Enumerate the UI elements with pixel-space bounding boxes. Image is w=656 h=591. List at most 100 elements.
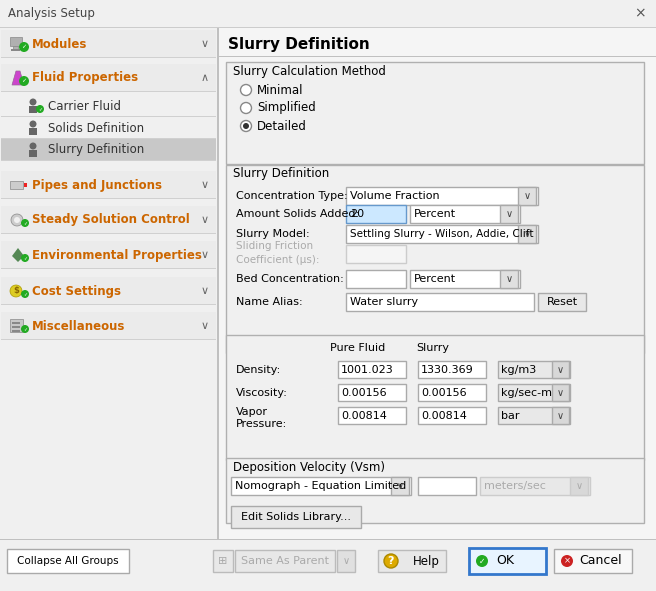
Bar — [29, 128, 37, 135]
Text: Amount Solids Added:: Amount Solids Added: — [236, 209, 359, 219]
Text: ∨: ∨ — [342, 556, 350, 566]
Text: ∨: ∨ — [505, 209, 512, 219]
Bar — [498, 361, 570, 378]
Bar — [1, 117, 216, 139]
Circle shape — [561, 555, 573, 567]
Bar — [10, 181, 23, 189]
Text: Collapse All Groups: Collapse All Groups — [17, 556, 119, 566]
Bar — [29, 106, 37, 113]
Text: ∨: ∨ — [556, 388, 564, 398]
Bar — [0, 539, 656, 540]
Bar — [13, 46, 18, 49]
Text: 0.00814: 0.00814 — [421, 411, 467, 421]
Text: Volume Fraction: Volume Fraction — [350, 191, 440, 201]
Bar — [1, 91, 216, 92]
Text: Slurry Definition: Slurry Definition — [228, 37, 370, 51]
Text: 0.00156: 0.00156 — [341, 388, 386, 398]
Text: ?: ? — [388, 556, 394, 566]
Text: ✓: ✓ — [23, 291, 27, 297]
Text: ∨: ∨ — [201, 180, 209, 190]
Bar — [29, 150, 37, 157]
Bar — [226, 335, 644, 460]
Text: ×: × — [634, 6, 646, 20]
Text: Edit Solids Library...: Edit Solids Library... — [241, 512, 351, 522]
Bar — [418, 384, 486, 401]
Text: Nomograph - Equation Limited: Nomograph - Equation Limited — [235, 481, 406, 491]
Text: Percent: Percent — [414, 274, 456, 284]
Text: Environmental Properties: Environmental Properties — [32, 248, 202, 261]
Bar — [337, 550, 355, 572]
Text: Cost Settings: Cost Settings — [32, 284, 121, 297]
Bar — [1, 268, 216, 269]
Text: ✓: ✓ — [38, 106, 42, 112]
Text: ∧: ∧ — [201, 73, 209, 83]
Text: Bed Concentration:: Bed Concentration: — [236, 274, 344, 284]
Text: Miscellaneous: Miscellaneous — [32, 320, 125, 333]
Circle shape — [11, 214, 23, 226]
Bar — [338, 384, 406, 401]
Text: Steady Solution Control: Steady Solution Control — [32, 213, 190, 226]
Bar — [346, 205, 406, 223]
Bar — [346, 270, 406, 288]
Bar — [1, 57, 216, 58]
Text: Same As Parent: Same As Parent — [241, 556, 329, 566]
Bar — [11, 49, 20, 50]
Text: Slurry Calculation Method: Slurry Calculation Method — [233, 66, 386, 79]
Text: Minimal: Minimal — [257, 83, 304, 96]
Text: Settling Slurry - Wilson, Addie, Clift: Settling Slurry - Wilson, Addie, Clift — [350, 229, 533, 239]
Circle shape — [19, 42, 29, 52]
Circle shape — [21, 325, 29, 333]
Circle shape — [14, 217, 20, 223]
Bar — [1, 160, 216, 161]
Text: ∨: ∨ — [556, 411, 564, 421]
Circle shape — [241, 85, 251, 96]
Bar — [538, 293, 586, 311]
Text: Slurry Model:: Slurry Model: — [236, 229, 310, 239]
Text: 20: 20 — [350, 209, 364, 219]
Bar — [391, 477, 409, 495]
Text: Carrier Fluid: Carrier Fluid — [48, 99, 121, 112]
Bar — [1, 206, 216, 234]
Bar — [1, 116, 216, 117]
Text: Modules: Modules — [32, 37, 87, 50]
Bar — [226, 458, 644, 523]
Text: ∨: ∨ — [396, 481, 403, 491]
Text: 0.00156: 0.00156 — [421, 388, 466, 398]
Bar — [12, 322, 20, 324]
Text: Analysis Setup: Analysis Setup — [8, 8, 95, 21]
Bar — [1, 64, 216, 92]
Bar — [7, 549, 129, 573]
Bar — [226, 62, 644, 164]
Text: Percent: Percent — [414, 209, 456, 219]
Text: Detailed: Detailed — [257, 119, 307, 132]
Circle shape — [10, 285, 22, 297]
Circle shape — [241, 102, 251, 113]
Bar — [1, 304, 216, 305]
Circle shape — [30, 142, 37, 150]
Text: meters/sec: meters/sec — [484, 481, 546, 491]
Bar — [231, 506, 361, 528]
Bar — [346, 225, 538, 243]
Bar — [346, 187, 538, 205]
Text: ∨: ∨ — [201, 215, 209, 225]
Text: Pure Fluid: Pure Fluid — [331, 343, 386, 353]
Bar — [346, 245, 406, 263]
Bar — [554, 549, 632, 573]
Bar — [226, 165, 644, 353]
Text: ✓: ✓ — [23, 255, 27, 261]
Bar — [1, 139, 216, 161]
Bar — [418, 477, 476, 495]
Text: Cancel: Cancel — [579, 554, 622, 567]
Bar — [498, 407, 570, 424]
Text: 0.00814: 0.00814 — [341, 411, 387, 421]
Bar — [218, 28, 656, 539]
Text: $: $ — [13, 287, 19, 296]
Bar — [0, 28, 218, 539]
Bar — [410, 270, 520, 288]
Text: Slurry Definition: Slurry Definition — [48, 144, 144, 157]
Text: bar: bar — [501, 411, 520, 421]
Text: ∨: ∨ — [201, 321, 209, 331]
Text: Pipes and Junctions: Pipes and Junctions — [32, 178, 162, 191]
Bar — [338, 361, 406, 378]
Bar — [231, 477, 411, 495]
